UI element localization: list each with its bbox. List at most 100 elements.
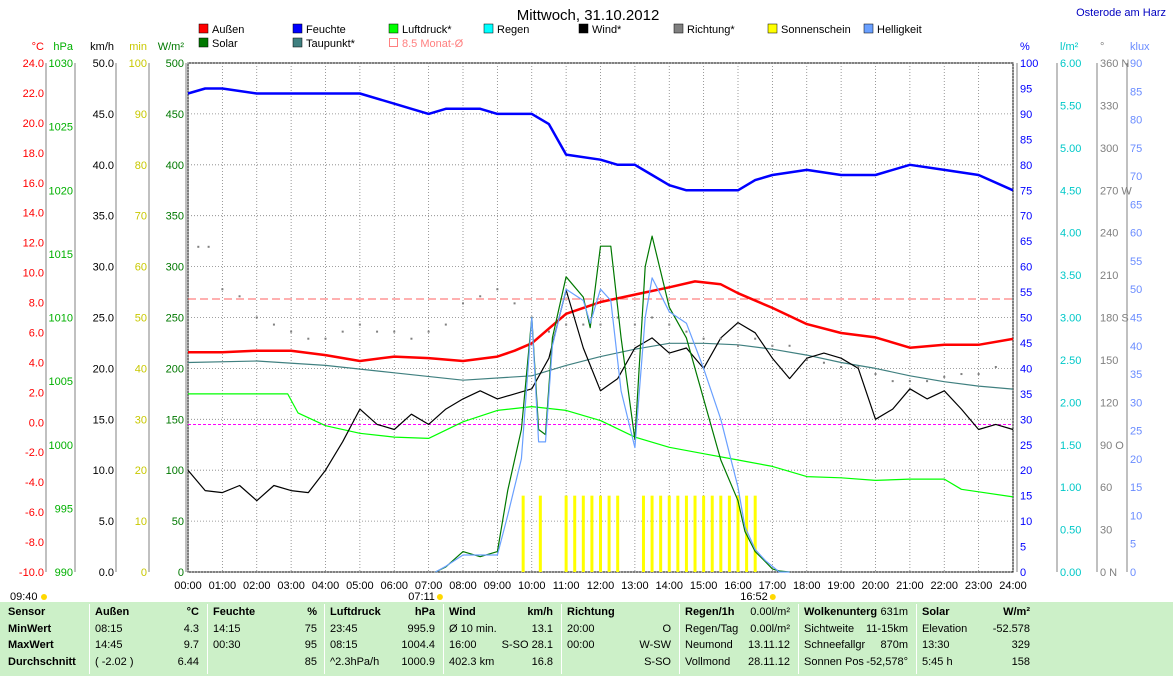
left-axis-tick: 18.0: [23, 148, 44, 160]
sunshine-bar: [521, 495, 525, 572]
right-axis-tick: 20: [1020, 465, 1032, 477]
right-axis-tick: 25: [1130, 426, 1142, 438]
stats-cell: Außen: [95, 606, 130, 618]
stats-cell: Neumond: [685, 639, 733, 651]
stats-cell: 1004.4: [401, 639, 435, 651]
wind-direction-point: [668, 323, 671, 326]
right-axis-tick: 210: [1100, 270, 1118, 282]
right-axis-tick: 35: [1020, 389, 1032, 401]
wind-direction-point: [479, 295, 482, 298]
column-divider: [798, 604, 799, 674]
right-axis-tick: 75: [1020, 185, 1032, 197]
sunshine-bar: [753, 495, 757, 572]
left-axis-tick: 20.0: [93, 363, 114, 375]
wind-direction-point: [960, 373, 963, 376]
left-axis-tick: 25.0: [93, 313, 114, 325]
stats-column: Wolkenunterg 631m Sichtweite 11-15km Schneef…: [802, 602, 910, 676]
right-axis-tick: 65: [1130, 199, 1142, 211]
left-axis-tick: 16.0: [23, 178, 44, 190]
legend-label: Richtung*: [687, 24, 735, 36]
wind-direction-point: [358, 323, 361, 326]
x-tick-label: 21:00: [896, 580, 924, 592]
left-axis-tick: 150: [166, 414, 184, 426]
x-tick-label: 07:00: [415, 580, 443, 592]
column-divider: [679, 604, 680, 674]
sunshine-bar: [659, 495, 663, 572]
sunshine-bar: [676, 495, 680, 572]
right-axis-tick: 80: [1130, 115, 1142, 127]
right-axis-unit: l/m²: [1060, 41, 1079, 53]
right-axis-tick: 60: [1020, 262, 1032, 274]
wind-direction-point: [221, 288, 224, 291]
stats-column: Solar W/m² Elevation -52.578 13:30 329 5:45 h 1…: [920, 602, 1032, 676]
wind-direction-point: [582, 323, 585, 326]
legend-swatch: [198, 37, 209, 48]
x-tick-label: 16:00: [724, 580, 752, 592]
right-axis-tick: 30: [1130, 397, 1142, 409]
wind-direction-point: [462, 302, 464, 305]
weather-chart: 00:00 01:00 02:00 03:00 04:00 05:00 06:00 07:00…: [10, 7, 1166, 600]
stats-cell: Ø 10 min.: [449, 622, 497, 635]
stats-cell: W/m²: [1003, 606, 1030, 618]
right-axis-tick: 300: [1100, 143, 1118, 155]
stats-cell: 14:15: [213, 622, 241, 635]
wind-direction-point: [754, 337, 757, 340]
x-tick-label: 05:00: [346, 580, 374, 592]
wind-direction-point: [994, 365, 997, 368]
x-tick-label: 10:00: [518, 580, 546, 592]
wind-direction-point: [599, 323, 602, 326]
stats-cell: 14:45: [95, 639, 123, 651]
wind-direction-point: [633, 323, 636, 326]
stats-cell: Richtung: [567, 606, 615, 618]
sunrise-marker-icon: [436, 594, 443, 600]
wind-direction-point: [788, 344, 791, 347]
left-axis-tick: 50: [172, 516, 184, 528]
left-axis-tick: 90: [135, 109, 147, 121]
stats-cell: MinWert: [8, 622, 52, 635]
right-axis-tick: 0.00: [1060, 567, 1081, 579]
series-line-solar: [435, 235, 790, 573]
stats-cell: 20:00: [567, 622, 595, 635]
wind-direction-point: [926, 380, 929, 383]
sunshine-bar: [684, 495, 688, 572]
wind-direction-point: [410, 337, 413, 340]
wind-direction-point: [324, 337, 327, 340]
x-tick-label: 19:00: [827, 580, 855, 592]
x-tick-label: 23:00: [965, 580, 993, 592]
wind-direction-point: [908, 380, 911, 383]
right-axis-tick: 150: [1100, 355, 1118, 367]
stats-cell: 08:15: [95, 622, 123, 635]
stats-cell: 08:15: [330, 639, 358, 651]
right-axis-tick: 90: [1020, 109, 1032, 121]
right-axis-tick: 0.50: [1060, 525, 1081, 537]
stats-column: Wind km/h Ø 10 min. 13.1 16:00 S-SO 28.1 402.3…: [447, 602, 555, 676]
left-axis-unit: km/h: [90, 41, 114, 53]
right-axis-tick: 1.00: [1060, 482, 1081, 494]
left-axis-tick: 14.0: [23, 208, 44, 220]
stats-cell: MaxWert: [8, 639, 54, 651]
right-axis-tick: 330: [1100, 100, 1118, 112]
column-divider: [443, 604, 444, 674]
sunshine-bar: [727, 495, 731, 572]
location-label[interactable]: Osterode am Harz: [1076, 7, 1166, 19]
x-tick-label: 17:00: [759, 580, 787, 592]
legend-label: Taupunkt*: [306, 38, 356, 50]
legend-label: Regen: [497, 24, 529, 36]
x-tick-label: 18:00: [793, 580, 821, 592]
left-axis-tick: 10.0: [93, 465, 114, 477]
wind-direction-point: [977, 373, 980, 376]
left-axis-unit: W/m²: [158, 41, 185, 53]
wind-direction-point: [197, 245, 200, 248]
wind-direction-point: [547, 330, 550, 333]
left-axis-tick: 995: [55, 503, 73, 515]
wind-direction-point: [207, 245, 210, 248]
column-divider: [324, 604, 325, 674]
right-axis-tick: 5: [1130, 539, 1136, 551]
stats-column: Feuchte% 14:15 75 00:30 95 85: [211, 602, 319, 676]
right-axis-tick: 30: [1020, 414, 1032, 426]
stats-cell: 85: [304, 655, 317, 668]
wind-direction-point: [857, 365, 860, 368]
stats-cell: 13.11.12: [747, 639, 790, 651]
right-axis-tick: 50: [1020, 313, 1032, 325]
stats-cell: 11-15km: [866, 622, 908, 635]
